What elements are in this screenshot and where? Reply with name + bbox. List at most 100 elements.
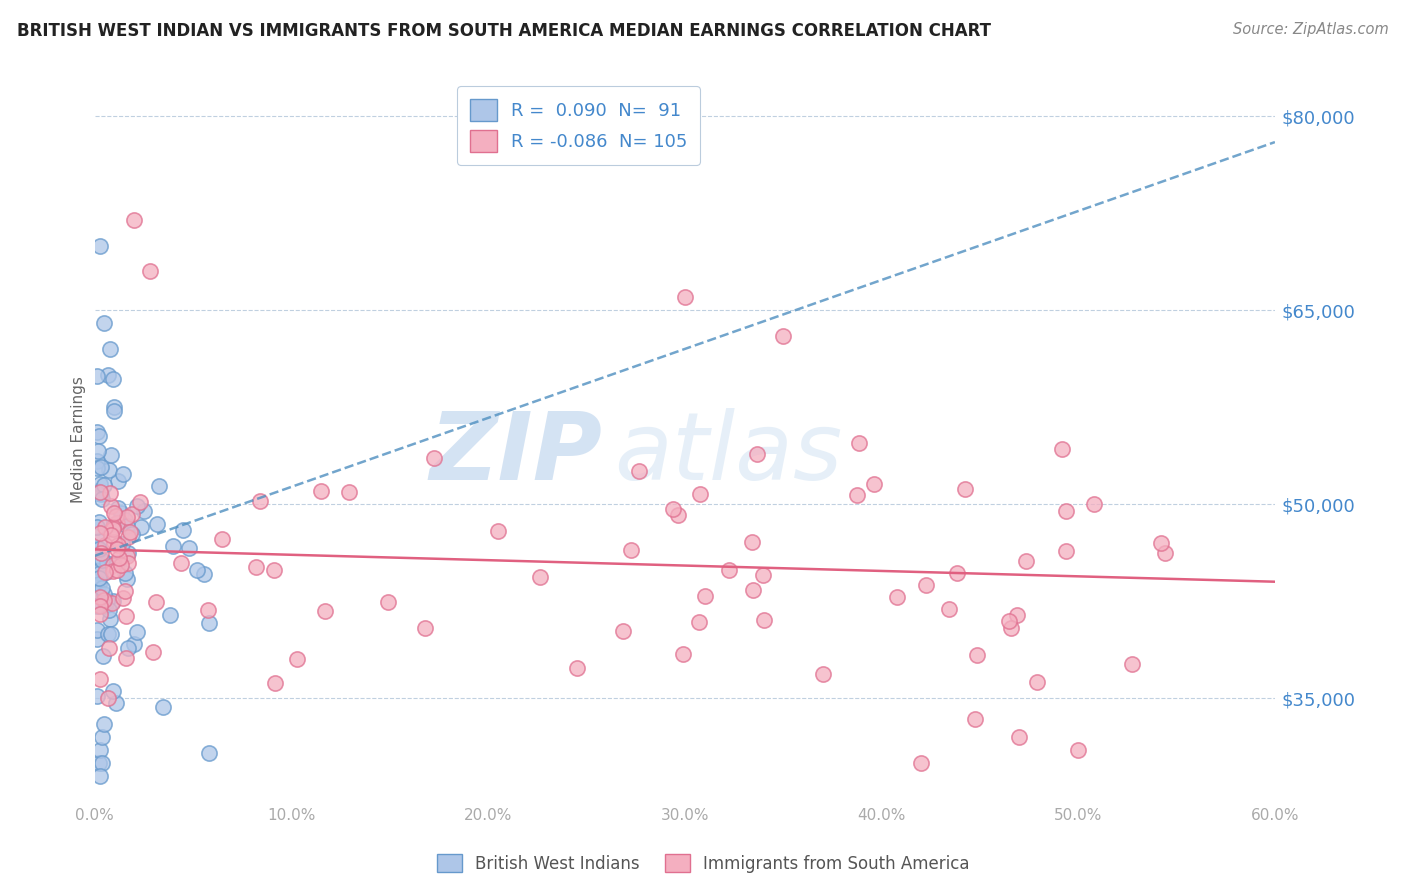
- Point: [1121, 657, 1143, 672]
- Point: [89, 571, 111, 585]
- Point: [101, 596, 124, 610]
- Point: [86, 578, 108, 592]
- Point: [747, 447, 769, 461]
- Point: [423, 450, 446, 465]
- Point: [101, 520, 124, 534]
- Point: [666, 508, 689, 522]
- Point: [138, 264, 160, 278]
- Point: [193, 567, 215, 582]
- Point: [93, 316, 115, 330]
- Point: [107, 475, 129, 489]
- Point: [87, 429, 110, 443]
- Point: [910, 756, 932, 770]
- Point: [121, 508, 143, 522]
- Point: [965, 712, 987, 726]
- Point: [1153, 546, 1175, 560]
- Point: [486, 524, 509, 538]
- Point: [620, 543, 643, 558]
- Point: [94, 566, 117, 580]
- Point: [101, 558, 124, 572]
- Point: [938, 602, 960, 616]
- Point: [117, 519, 139, 533]
- Point: [159, 607, 181, 622]
- Point: [863, 477, 886, 491]
- Point: [114, 608, 136, 623]
- Point: [1005, 607, 1028, 622]
- Point: [813, 667, 835, 681]
- Point: [105, 516, 128, 530]
- Point: [914, 578, 936, 592]
- Point: [91, 756, 114, 770]
- Point: [96, 594, 118, 608]
- Point: [89, 607, 111, 621]
- Point: [89, 599, 111, 614]
- Point: [197, 603, 219, 617]
- Point: [673, 290, 696, 304]
- Point: [717, 563, 740, 577]
- Point: [997, 614, 1019, 628]
- Point: [1026, 675, 1049, 690]
- Point: [90, 552, 112, 566]
- Point: [86, 520, 108, 534]
- Point: [142, 645, 165, 659]
- Point: [152, 700, 174, 714]
- Point: [117, 546, 139, 560]
- Point: [90, 546, 112, 560]
- Point: [97, 368, 120, 382]
- Point: [415, 621, 437, 635]
- Text: ZIP: ZIP: [429, 408, 602, 500]
- Point: [146, 517, 169, 532]
- Point: [96, 556, 118, 570]
- Point: [103, 507, 125, 521]
- Point: [101, 594, 124, 608]
- Point: [127, 499, 149, 513]
- Point: [86, 368, 108, 383]
- Point: [112, 591, 135, 605]
- Point: [101, 564, 124, 578]
- Point: [115, 509, 138, 524]
- Point: [87, 542, 110, 557]
- Point: [87, 483, 110, 498]
- Point: [1054, 544, 1077, 558]
- Point: [1052, 442, 1074, 456]
- Point: [86, 454, 108, 468]
- Point: [114, 513, 136, 527]
- Point: [117, 640, 139, 655]
- Point: [93, 593, 115, 607]
- Point: [89, 672, 111, 686]
- Point: [754, 613, 776, 627]
- Point: [103, 400, 125, 414]
- Point: [693, 590, 716, 604]
- Point: [98, 485, 121, 500]
- Point: [672, 647, 695, 661]
- Point: [100, 627, 122, 641]
- Point: [86, 425, 108, 440]
- Point: [1083, 497, 1105, 511]
- Point: [172, 523, 194, 537]
- Point: [101, 684, 124, 698]
- Point: [377, 595, 399, 609]
- Point: [100, 499, 122, 513]
- Point: [94, 599, 117, 613]
- Point: [263, 563, 285, 577]
- Point: [90, 486, 112, 500]
- Point: [89, 238, 111, 252]
- Point: [89, 477, 111, 491]
- Point: [94, 565, 117, 579]
- Point: [105, 696, 128, 710]
- Point: [148, 479, 170, 493]
- Point: [169, 557, 191, 571]
- Point: [1150, 535, 1173, 549]
- Point: [107, 501, 129, 516]
- Point: [120, 524, 142, 539]
- Point: [91, 730, 114, 744]
- Point: [110, 506, 132, 520]
- Point: [121, 527, 143, 541]
- Point: [131, 520, 153, 534]
- Point: [966, 648, 988, 662]
- Point: [89, 743, 111, 757]
- Point: [846, 488, 869, 502]
- Point: [94, 520, 117, 534]
- Point: [105, 508, 128, 523]
- Point: [112, 467, 135, 482]
